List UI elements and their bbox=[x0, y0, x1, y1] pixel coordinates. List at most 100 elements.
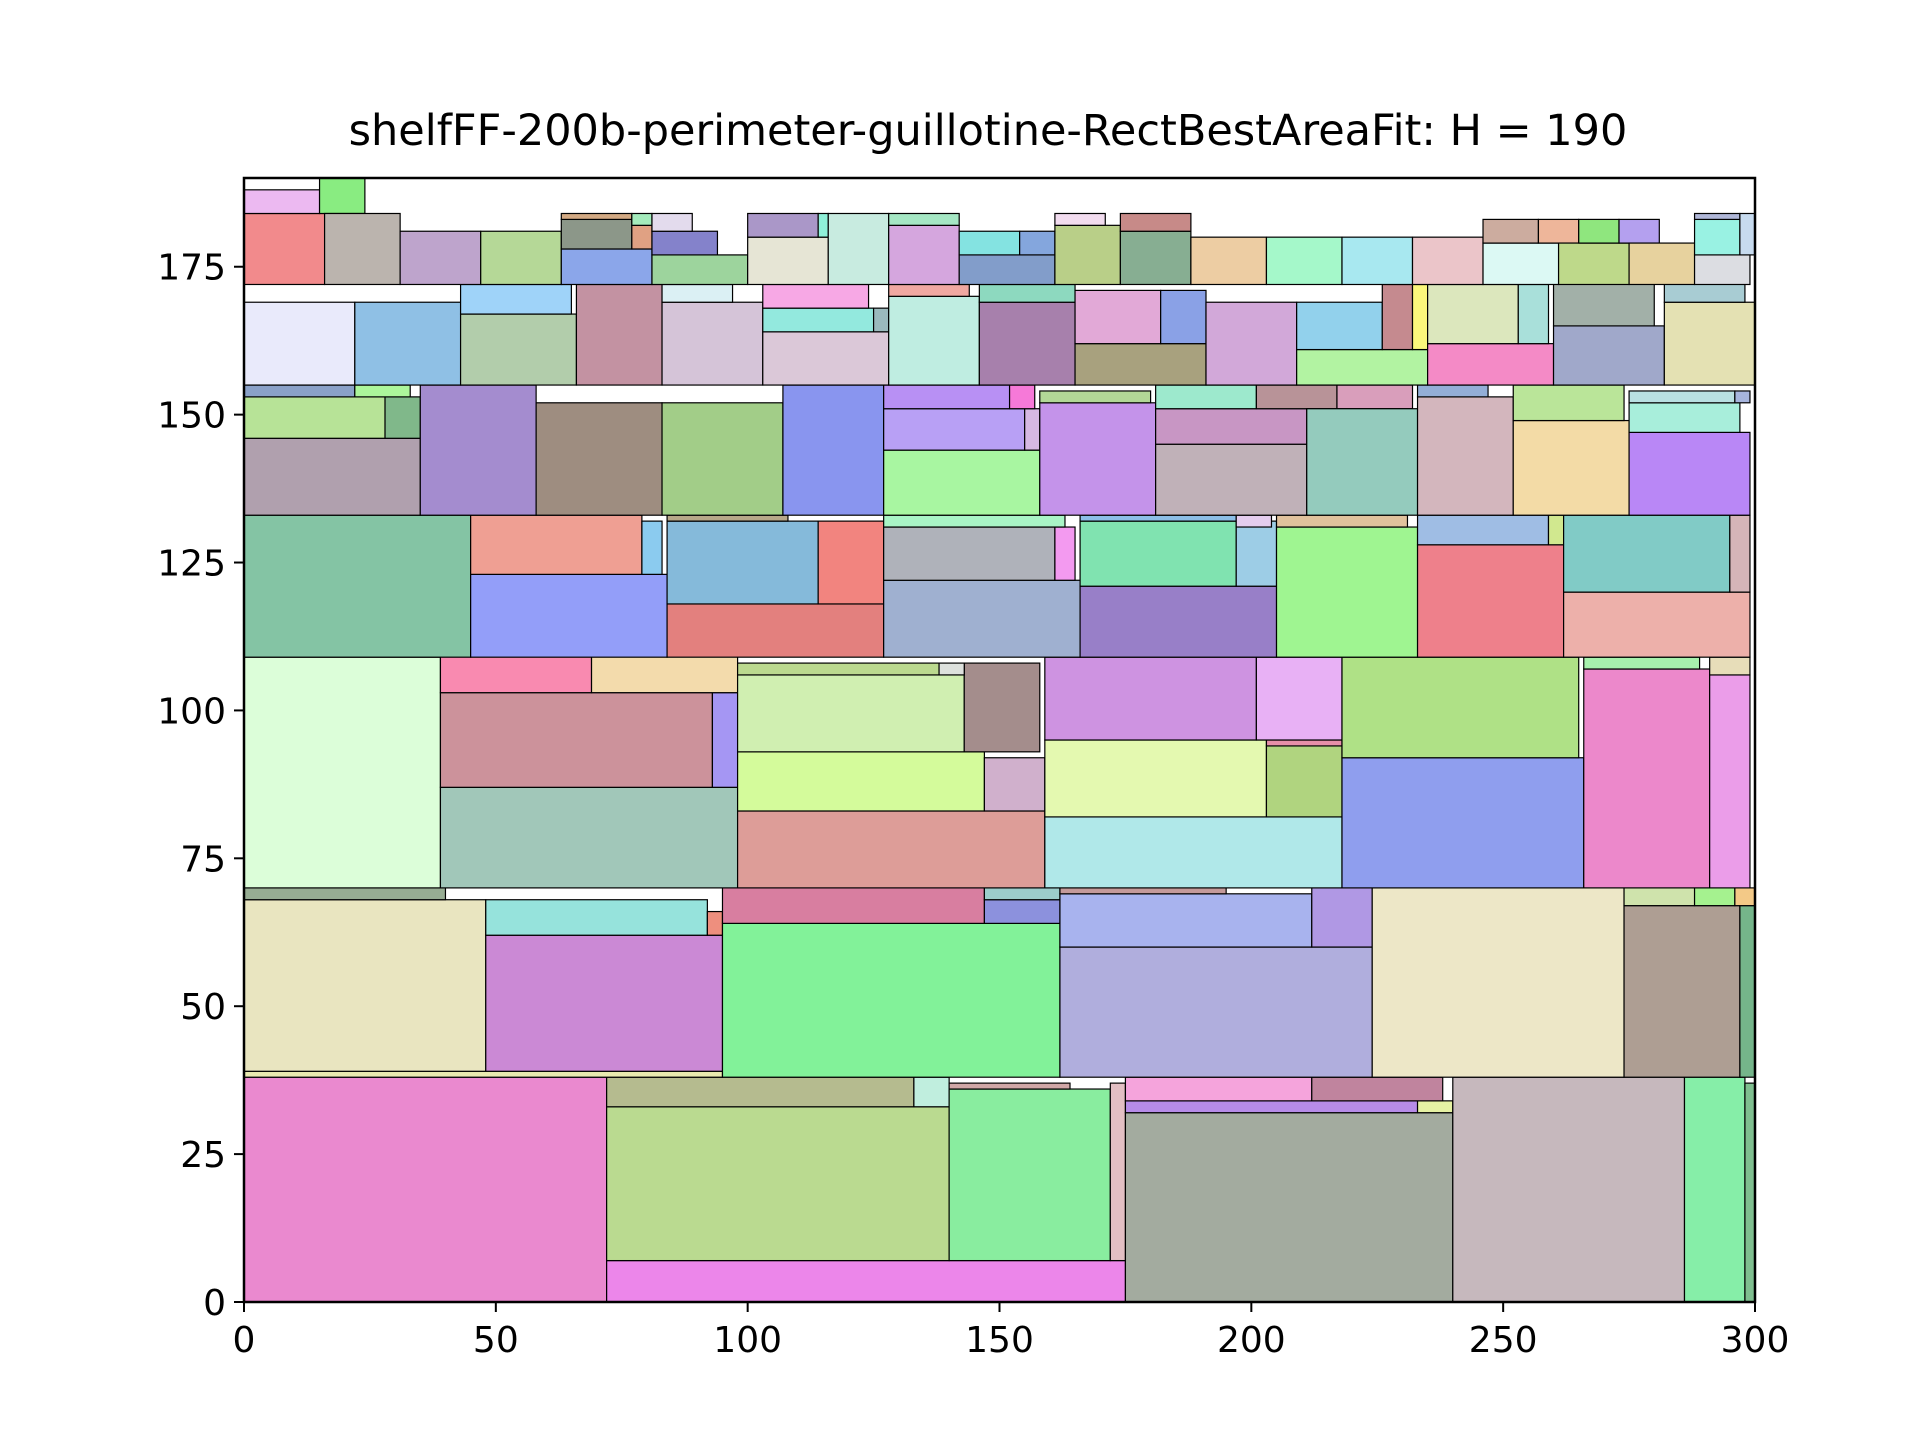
packed-rect-14 bbox=[1452, 1076, 1686, 1303]
packed-rect-102 bbox=[1039, 390, 1152, 404]
packed-rect-138 bbox=[1381, 283, 1414, 351]
packed-rect-97 bbox=[883, 408, 1026, 451]
packed-rect-25 bbox=[983, 899, 1061, 924]
packed-rect-111 bbox=[1512, 419, 1630, 516]
packed-rect-50 bbox=[1044, 816, 1343, 889]
packed-rect-159 bbox=[651, 230, 719, 256]
packed-rect-100 bbox=[1008, 384, 1036, 410]
packed-rect-139 bbox=[1411, 283, 1429, 351]
packed-rect-110 bbox=[1416, 384, 1489, 398]
packed-rect-173 bbox=[1119, 212, 1192, 232]
packed-rect-114 bbox=[1628, 402, 1741, 433]
packed-rect-58 bbox=[1583, 668, 1711, 889]
packed-rect-16 bbox=[1744, 1082, 1756, 1303]
packed-rect-70 bbox=[883, 579, 1081, 658]
packed-rect-123 bbox=[661, 283, 734, 303]
packed-rect-39 bbox=[439, 692, 714, 788]
packed-rect-182 bbox=[1578, 218, 1620, 244]
packed-rect-32 bbox=[1623, 905, 1741, 1078]
packed-rect-48 bbox=[736, 662, 940, 676]
packed-rect-24 bbox=[721, 887, 985, 924]
packed-rect-22 bbox=[706, 910, 724, 936]
packed-rect-60 bbox=[1583, 656, 1701, 670]
packed-rect-76 bbox=[1235, 520, 1278, 587]
packed-rect-185 bbox=[1693, 254, 1751, 286]
packed-rect-133 bbox=[1074, 289, 1162, 345]
packed-rect-126 bbox=[872, 307, 890, 333]
packed-rect-117 bbox=[243, 301, 356, 386]
packed-rect-147 bbox=[243, 212, 326, 286]
x-tick-label: 0 bbox=[233, 1320, 256, 1361]
packed-rect-93 bbox=[535, 402, 663, 516]
packed-rect-54 bbox=[1044, 656, 1257, 741]
y-tick-label: 100 bbox=[157, 691, 226, 732]
packed-rect-53 bbox=[1265, 739, 1343, 747]
x-axis-ticks: 0 50 100 150 200 250 300 bbox=[233, 1302, 1789, 1361]
packed-rect-55 bbox=[1255, 656, 1343, 741]
packed-rect-169 bbox=[1019, 230, 1056, 256]
packed-rect-31 bbox=[1371, 887, 1625, 1078]
y-tick-label: 150 bbox=[157, 396, 226, 437]
packed-rect-96 bbox=[883, 449, 1041, 516]
packed-rect-46 bbox=[736, 674, 965, 753]
packed-rect-188 bbox=[1739, 212, 1756, 256]
packed-rect-75 bbox=[1079, 520, 1237, 587]
packed-rect-127 bbox=[762, 283, 870, 309]
packed-rect-52 bbox=[1265, 745, 1343, 818]
packed-rect-165 bbox=[888, 224, 960, 286]
packed-rect-90 bbox=[243, 384, 356, 398]
packed-rect-78 bbox=[1235, 514, 1273, 528]
packed-rect-62 bbox=[243, 514, 472, 658]
packed-rect-122 bbox=[661, 301, 764, 386]
packed-rect-120 bbox=[459, 283, 572, 315]
y-tick-label: 0 bbox=[203, 1283, 226, 1324]
packed-rect-112 bbox=[1512, 384, 1625, 422]
packed-rect-116 bbox=[1734, 390, 1751, 404]
packed-rect-105 bbox=[1155, 384, 1257, 410]
packed-rect-166 bbox=[888, 212, 960, 226]
packed-rect-86 bbox=[1729, 514, 1751, 593]
x-tick-label: 50 bbox=[473, 1320, 519, 1361]
packed-rect-34 bbox=[1623, 887, 1696, 907]
packed-rect-130 bbox=[978, 301, 1076, 386]
packed-rect-17 bbox=[243, 1070, 724, 1078]
packed-rect-87 bbox=[243, 437, 421, 516]
packed-rect-178 bbox=[1482, 242, 1560, 286]
y-axis-ticks: 0 25 50 75 100 125 150 175 bbox=[157, 248, 244, 1324]
packed-rect-108 bbox=[1306, 408, 1419, 516]
packed-rect-68 bbox=[817, 520, 885, 605]
y-tick-label: 50 bbox=[180, 987, 226, 1028]
packed-rect-121 bbox=[575, 283, 663, 386]
packed-rect-80 bbox=[1275, 514, 1409, 528]
packed-rect-103 bbox=[1155, 443, 1308, 516]
packed-rect-129 bbox=[888, 283, 970, 297]
packed-rect-172 bbox=[1119, 230, 1192, 286]
chart-title: shelfFF-200b-perimeter-guillotine-RectBe… bbox=[349, 106, 1628, 156]
packed-rect-5 bbox=[913, 1076, 950, 1108]
packed-rect-163 bbox=[817, 212, 829, 238]
packed-rect-124 bbox=[762, 331, 890, 386]
packed-rect-51 bbox=[1044, 739, 1268, 818]
packed-rect-3 bbox=[606, 1106, 950, 1262]
packed-rect-155 bbox=[560, 212, 633, 221]
packed-rect-187 bbox=[1693, 212, 1741, 221]
packed-rect-63 bbox=[470, 573, 668, 658]
packed-rect-71 bbox=[883, 526, 1056, 581]
packed-rect-88 bbox=[243, 396, 386, 439]
packed-rect-66 bbox=[666, 603, 885, 658]
packed-rect-41 bbox=[439, 650, 593, 694]
packed-rect-18 bbox=[243, 899, 487, 1072]
packed-rect-101 bbox=[1039, 402, 1157, 516]
packed-rect-27 bbox=[1059, 946, 1373, 1078]
packed-rect-113 bbox=[1628, 431, 1751, 516]
packed-rect-95 bbox=[782, 384, 885, 516]
packed-rect-152 bbox=[480, 230, 562, 286]
packed-rect-160 bbox=[651, 212, 693, 232]
y-tick-label: 125 bbox=[157, 544, 226, 585]
packed-rect-61 bbox=[1709, 656, 1751, 676]
packed-rect-134 bbox=[1160, 289, 1207, 345]
y-tick-label: 75 bbox=[180, 839, 226, 880]
packed-rect-143 bbox=[1552, 325, 1665, 386]
packed-rect-84 bbox=[1563, 591, 1751, 658]
packed-rect-89 bbox=[384, 396, 421, 439]
